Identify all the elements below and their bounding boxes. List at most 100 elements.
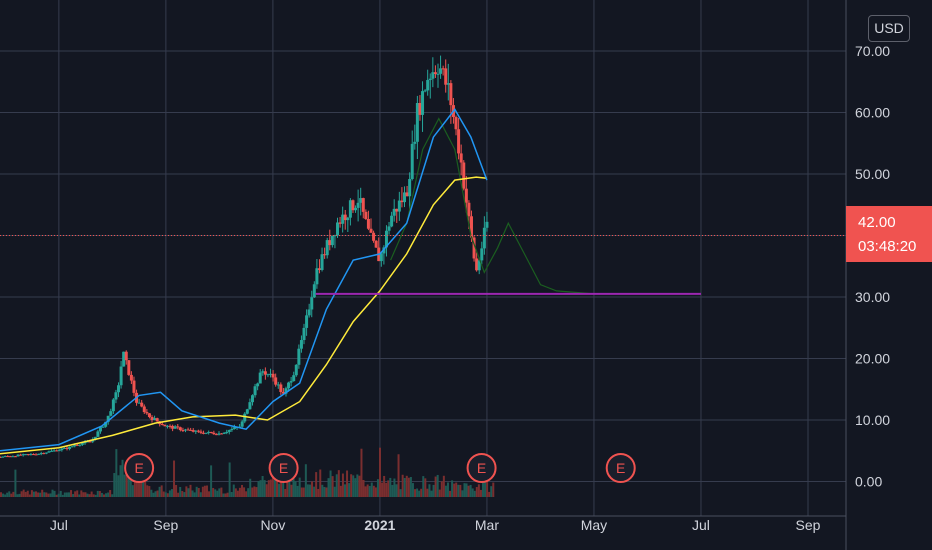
candle-body [323, 254, 327, 256]
volume-bar [185, 486, 188, 497]
volume-bar [160, 485, 163, 497]
volume-bar [325, 487, 328, 497]
volume-bar [356, 474, 359, 497]
volume-bar [313, 486, 316, 497]
volume-bar [282, 479, 285, 497]
volume-bar [67, 492, 70, 497]
volume-bar [315, 472, 318, 497]
volume-bar [469, 484, 472, 497]
volume-bar [243, 487, 246, 497]
candle-body [150, 416, 154, 421]
candle-body [397, 200, 401, 212]
candle-body [472, 237, 476, 259]
candle-body [26, 454, 30, 456]
volume-bar [278, 483, 281, 497]
volume-bar [372, 485, 375, 497]
volume-bar [142, 475, 145, 497]
candle-body [351, 200, 355, 211]
candle-body [325, 240, 329, 256]
candle-body [178, 427, 182, 431]
candle-body [70, 446, 74, 448]
price-axis-label: 0.00 [855, 474, 882, 490]
candle-body [80, 443, 84, 445]
volume-bar [224, 493, 227, 497]
earnings-marker[interactable]: E [466, 453, 497, 483]
candle-body [176, 426, 180, 428]
earnings-marker-circle [466, 453, 497, 483]
currency-button[interactable]: USD [868, 15, 910, 42]
candle-body [333, 235, 337, 237]
candle-body [475, 258, 479, 271]
candle-body [439, 68, 443, 74]
candle-body [387, 226, 391, 231]
volume-bar [222, 493, 225, 497]
volume-bar [290, 484, 293, 497]
candle-body [225, 431, 229, 433]
volume-bar [162, 491, 165, 497]
candle-body [37, 453, 41, 455]
candle-body [78, 444, 82, 446]
volume-bar [463, 483, 466, 497]
candle-body [142, 406, 146, 413]
candle-body [60, 448, 64, 451]
volume-bar [193, 492, 196, 497]
volume-bar [65, 492, 68, 497]
volume-bar [35, 491, 38, 497]
candle-body [62, 447, 66, 449]
volume-bar [389, 477, 392, 497]
volume-bar [2, 493, 5, 497]
volume-bar [220, 487, 223, 497]
volume-bar [177, 492, 180, 497]
candle-body [330, 235, 334, 246]
candle-body [214, 434, 218, 436]
volume-bar [475, 487, 478, 497]
candle-body [191, 430, 195, 432]
candle-body [21, 454, 25, 456]
candle-body [395, 208, 399, 212]
earnings-marker[interactable]: E [124, 453, 155, 483]
volume-bar [251, 487, 254, 497]
volume-bar [98, 491, 101, 497]
candle-body [189, 429, 193, 431]
candle-body [462, 162, 466, 189]
candle-body [271, 373, 275, 378]
volume-bar [442, 475, 445, 497]
volume-bar [438, 489, 441, 497]
volume-bar [317, 488, 320, 497]
volume-bar [387, 480, 390, 497]
earnings-marker[interactable]: E [605, 453, 636, 483]
volume-bar [0, 492, 2, 497]
candle-body [356, 202, 360, 208]
candle-body [57, 450, 61, 452]
earnings-marker[interactable]: E [268, 453, 299, 483]
candle-body [129, 374, 133, 381]
candle-body [207, 431, 211, 433]
price-axis-label: 60.00 [855, 105, 890, 121]
volume-bar [144, 480, 147, 497]
volume-bar [115, 449, 118, 497]
candle-body [44, 452, 48, 454]
volume-bar [461, 490, 464, 497]
volume-bar [381, 482, 384, 497]
volume-bar [358, 475, 361, 497]
volume-bar [45, 492, 48, 497]
candle-body [449, 83, 453, 106]
volume-bar [261, 475, 264, 497]
volume-bar [78, 494, 81, 497]
candle-body [444, 68, 448, 85]
volume-bar [84, 492, 87, 497]
candle-body [485, 221, 489, 228]
volume-bar [4, 494, 7, 497]
volume-bar [164, 492, 167, 497]
volume-bar [86, 493, 89, 497]
time-axis-label: May [581, 517, 607, 533]
volume-bar [102, 494, 105, 497]
candle-body [454, 117, 458, 130]
candle-body [8, 456, 12, 458]
volume-bar [94, 494, 97, 497]
candle-body [248, 402, 252, 410]
candle-body [276, 384, 280, 386]
candle-body [317, 268, 321, 270]
volume-bar [205, 485, 208, 497]
